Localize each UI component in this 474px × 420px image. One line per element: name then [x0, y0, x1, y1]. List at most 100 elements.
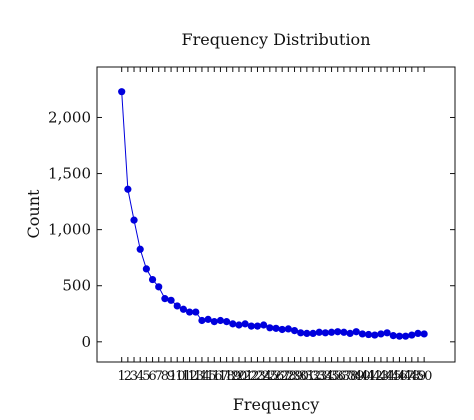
- data-point: [284, 325, 292, 333]
- data-point: [420, 330, 428, 338]
- data-point: [241, 320, 249, 328]
- data-point: [371, 331, 379, 339]
- data-point: [173, 302, 181, 310]
- data-point: [309, 329, 317, 337]
- x-tick-label: 15: [200, 369, 217, 384]
- y-tick-label: 1,000: [48, 221, 91, 239]
- data-point: [223, 318, 231, 326]
- x-tick-label: 20: [231, 369, 248, 384]
- x-tick-label: 46: [391, 369, 408, 384]
- data-point: [185, 308, 194, 316]
- x-tick-label: 35: [323, 369, 340, 384]
- x-tick-label: 37: [336, 369, 353, 384]
- x-tick-label: 23: [249, 369, 266, 384]
- x-tick-label: 4: [136, 369, 144, 384]
- data-point: [340, 328, 348, 336]
- data-point: [253, 322, 262, 330]
- data-point: [235, 321, 243, 329]
- data-point: [198, 316, 206, 325]
- data-point: [148, 275, 157, 284]
- x-tick-label: 17: [212, 369, 229, 384]
- x-tick-label: 13: [187, 369, 204, 384]
- data-point: [321, 329, 329, 337]
- x-tick-label: 33: [311, 369, 328, 384]
- x-tick-label: 50: [416, 369, 433, 384]
- y-tick-label: 1,500: [48, 165, 91, 183]
- data-point: [155, 283, 163, 291]
- x-tick-label: 43: [373, 369, 390, 384]
- x-tick-label: 10: [169, 369, 186, 384]
- data-point: [402, 332, 410, 340]
- data-point: [303, 329, 311, 337]
- x-tick-label: 41: [360, 369, 377, 384]
- x-tick-label: 32: [305, 369, 322, 384]
- y-tick-label: 2,000: [48, 108, 91, 126]
- x-tick-label: 36: [329, 369, 346, 384]
- data-point: [352, 328, 360, 336]
- x-tick-label: 9: [167, 369, 175, 384]
- data-point: [315, 328, 323, 336]
- data-point: [327, 328, 336, 336]
- data-point: [290, 326, 299, 335]
- data-point: [118, 88, 126, 96]
- data-point: [204, 315, 212, 323]
- x-tick-label: 45: [385, 369, 402, 384]
- data-point: [167, 296, 175, 304]
- data-point: [142, 265, 150, 273]
- x-tick-label: 16: [206, 369, 223, 384]
- series-layer: [118, 88, 428, 340]
- x-tick-label: 47: [397, 369, 414, 384]
- data-point: [414, 329, 422, 337]
- data-point: [364, 330, 373, 339]
- x-tick-label: 14: [194, 369, 211, 384]
- x-tick-label: 21: [237, 369, 254, 384]
- data-point: [408, 331, 416, 339]
- x-tick-label: 29: [286, 369, 303, 384]
- data-point: [210, 318, 218, 326]
- data-point: [136, 245, 144, 253]
- x-tick-label: 19: [225, 369, 242, 384]
- data-point: [130, 216, 138, 224]
- x-tick-label: 48: [404, 369, 421, 384]
- x-tick-label: 49: [410, 369, 427, 384]
- y-tick-label: 0: [81, 333, 91, 351]
- data-point: [192, 308, 200, 316]
- x-tick-label: 38: [342, 369, 359, 384]
- x-axis: 1234567891011121314151617181920212223242…: [118, 67, 433, 384]
- x-tick-label: 18: [218, 369, 235, 384]
- data-point: [297, 329, 305, 337]
- x-tick-label: 3: [130, 369, 138, 384]
- data-point: [216, 316, 225, 325]
- x-tick-label: 44: [379, 369, 396, 384]
- x-tick-label: 11: [175, 369, 192, 384]
- data-point: [278, 325, 286, 334]
- x-tick-label: 39: [348, 369, 365, 384]
- x-tick-label: 6: [148, 369, 156, 384]
- data-point: [377, 330, 385, 338]
- data-point: [229, 320, 237, 328]
- chart-title: Frequency Distribution: [181, 30, 370, 49]
- x-tick-label: 27: [274, 369, 291, 384]
- y-axis-label: Count: [24, 189, 43, 238]
- data-point: [383, 329, 391, 337]
- x-tick-label: 25: [262, 369, 279, 384]
- x-tick-label: 28: [280, 369, 297, 384]
- x-tick-label: 1: [118, 369, 126, 384]
- x-tick-label: 31: [299, 369, 316, 384]
- x-tick-label: 26: [268, 369, 285, 384]
- x-tick-label: 30: [292, 369, 309, 384]
- x-tick-label: 5: [142, 369, 150, 384]
- data-point: [346, 329, 354, 337]
- plot-frame: [96, 66, 456, 363]
- data-point: [358, 330, 367, 338]
- x-tick-label: 8: [161, 369, 169, 384]
- x-tick-label: 34: [317, 369, 334, 384]
- data-point: [260, 321, 268, 329]
- y-tick-label: 500: [62, 277, 91, 295]
- x-tick-label: 40: [354, 369, 371, 384]
- y-axis: 0 500 1,000 1,500 2,000: [48, 108, 455, 351]
- x-tick-label: 12: [181, 369, 198, 384]
- data-point: [272, 324, 280, 332]
- data-point: [124, 185, 132, 193]
